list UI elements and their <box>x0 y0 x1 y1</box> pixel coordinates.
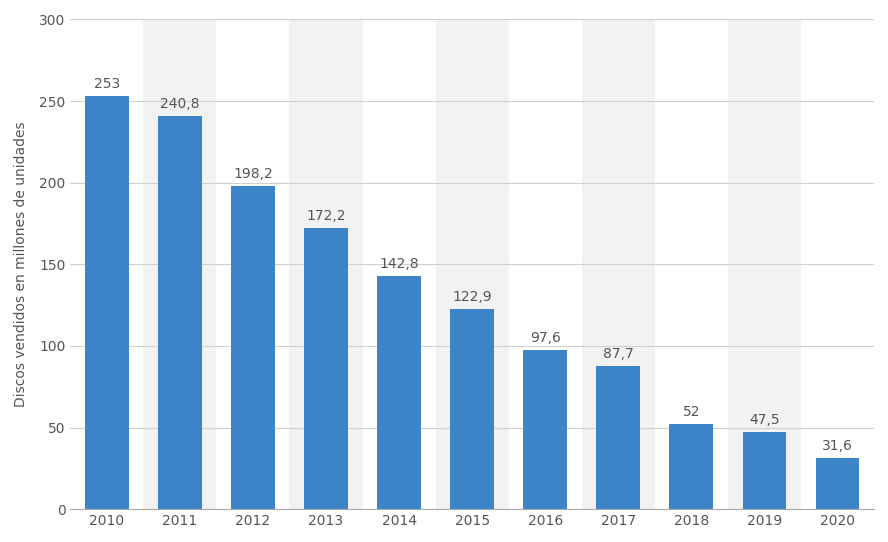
Y-axis label: Discos vendidos en millones de unidades: Discos vendidos en millones de unidades <box>14 121 28 407</box>
Bar <box>436 20 509 509</box>
Bar <box>742 431 787 509</box>
Bar <box>450 308 494 509</box>
Bar <box>582 20 654 509</box>
Text: 198,2: 198,2 <box>233 167 273 180</box>
Bar <box>143 20 217 509</box>
Text: 142,8: 142,8 <box>379 257 419 271</box>
Bar <box>158 116 202 509</box>
Bar <box>289 20 362 509</box>
Text: 52: 52 <box>683 405 700 420</box>
Bar <box>670 424 713 509</box>
Bar <box>728 20 801 509</box>
Text: 31,6: 31,6 <box>822 439 853 453</box>
Bar <box>85 96 129 509</box>
Text: 87,7: 87,7 <box>603 347 634 361</box>
Text: 97,6: 97,6 <box>530 331 560 345</box>
Text: 172,2: 172,2 <box>306 209 345 223</box>
Text: 47,5: 47,5 <box>749 413 780 427</box>
Bar <box>304 228 348 509</box>
Bar <box>523 350 567 509</box>
Text: 122,9: 122,9 <box>452 289 492 304</box>
Bar <box>377 276 421 509</box>
Bar <box>816 457 860 509</box>
Text: 240,8: 240,8 <box>160 97 200 111</box>
Text: 253: 253 <box>93 78 120 91</box>
Bar <box>597 366 640 509</box>
Bar <box>231 185 275 509</box>
